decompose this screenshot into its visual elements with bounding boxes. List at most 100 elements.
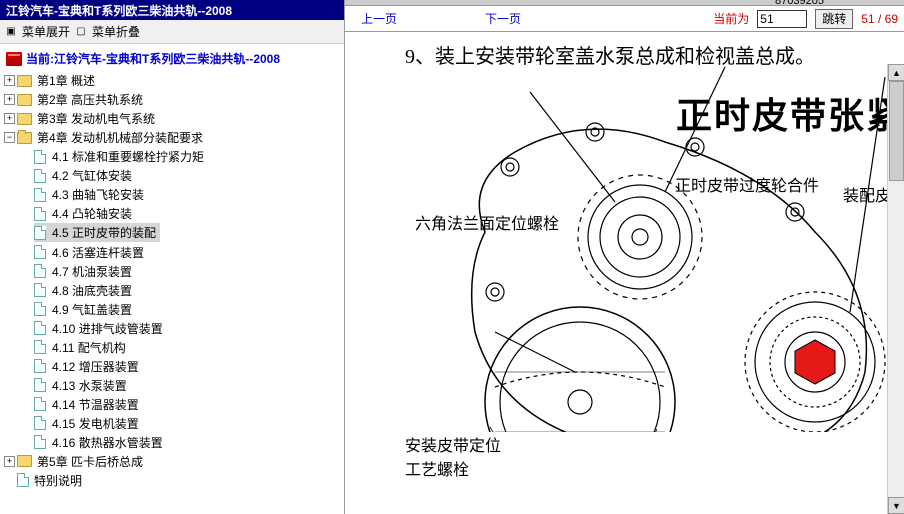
title-text: 江铃汽车-宝典和T系列欧三柴油共轨--2008: [6, 2, 232, 19]
page-icon: [34, 226, 46, 240]
tree-chapter[interactable]: + 第5章 匹卡后桥总成: [2, 452, 342, 471]
page-icon: [17, 473, 29, 487]
expand-all-icon[interactable]: ▣: [4, 25, 18, 39]
right-panel: 87039205 上一页 下一页 当前为 跳转 51 / 69 9、装上安装带轮…: [345, 0, 904, 514]
page-icon: [34, 321, 46, 335]
page-icon: [34, 283, 46, 297]
expand-icon[interactable]: +: [4, 456, 15, 467]
tree-label: 4.4 凸轮轴安装: [52, 205, 132, 222]
tree-label: 第2章 高压共轨系统: [37, 91, 143, 108]
tree-chapter[interactable]: − 第4章 发动机机械部分装配要求: [2, 128, 342, 147]
tree-label: 第4章 发动机机械部分装配要求: [37, 129, 203, 146]
tree-label: 4.13 水泵装置: [52, 377, 127, 394]
current-page-label: 当前为: [713, 10, 749, 27]
tree-label: 4.7 机油泵装置: [52, 263, 132, 280]
tree-section[interactable]: 4.12 增压器装置: [2, 357, 342, 376]
tree-label: 4.15 发电机装置: [52, 415, 139, 432]
tree-section[interactable]: 4.11 配气机构: [2, 338, 342, 357]
tree-section[interactable]: 4.7 机油泵装置: [2, 262, 342, 281]
book-icon: [6, 52, 22, 66]
scroll-down-icon[interactable]: ▼: [888, 497, 904, 514]
tree-section[interactable]: 4.9 气缸盖装置: [2, 300, 342, 319]
tree-chapter[interactable]: + 第1章 概述: [2, 71, 342, 90]
left-panel: 江铃汽车-宝典和T系列欧三柴油共轨--2008 ▣ 菜单展开 ▢ 菜单折叠 当前…: [0, 0, 345, 514]
folder-icon: [17, 132, 32, 144]
page-count: 51 / 69: [861, 12, 898, 26]
tree-label: 特别说明: [34, 472, 82, 489]
expand-icon[interactable]: +: [4, 113, 15, 124]
prev-page-link[interactable]: 上一页: [351, 10, 407, 27]
page-icon: [34, 207, 46, 221]
collapse-icon[interactable]: −: [4, 132, 15, 143]
jump-button[interactable]: 跳转: [815, 9, 853, 29]
page-icon: [34, 378, 46, 392]
page-icon: [34, 150, 46, 164]
tree-label: 4.3 曲轴飞轮安装: [52, 186, 144, 203]
tree-section[interactable]: 4.2 气缸体安装: [2, 166, 342, 185]
folder-icon: [17, 455, 32, 467]
mechanical-diagram: [345, 32, 904, 432]
menu-bar: ▣ 菜单展开 ▢ 菜单折叠: [0, 20, 344, 44]
expand-icon[interactable]: +: [4, 94, 15, 105]
tree-label: 第1章 概述: [37, 72, 95, 89]
page-icon: [34, 245, 46, 259]
tree-section[interactable]: 4.15 发电机装置: [2, 414, 342, 433]
nav-bar: 上一页 下一页 当前为 跳转 51 / 69: [345, 6, 904, 32]
tree-label: 4.8 油底壳装置: [52, 282, 132, 299]
tree-section[interactable]: 4.5 正时皮带的装配: [34, 223, 160, 242]
tree-label: 4.12 增压器装置: [52, 358, 139, 375]
hex-nut-icon: [795, 340, 835, 384]
tree-label: 4.14 节温器装置: [52, 396, 139, 413]
next-page-link[interactable]: 下一页: [475, 10, 531, 27]
content-scrollbar[interactable]: ▲ ▼: [887, 64, 904, 514]
tree-label: 4.11 配气机构: [52, 339, 126, 356]
tree-section[interactable]: 4.16 散热器水管装置: [2, 433, 342, 452]
title-bar: 江铃汽车-宝典和T系列欧三柴油共轨--2008: [0, 0, 344, 20]
collapse-all-icon[interactable]: ▢: [74, 25, 88, 39]
tree-label: 4.6 活塞连杆装置: [52, 244, 144, 261]
top-code: 87039205: [775, 0, 824, 7]
tree-chapter[interactable]: + 第3章 发动机电气系统: [2, 109, 342, 128]
tree-section[interactable]: 4.1 标准和重要螺栓拧紧力矩: [2, 147, 342, 166]
tree-section[interactable]: 4.4 凸轮轴安装: [2, 204, 342, 223]
scroll-thumb[interactable]: [889, 81, 904, 181]
label-procbolt-a: 安装皮带定位: [405, 432, 501, 456]
expand-icon[interactable]: +: [4, 75, 15, 86]
tree-section[interactable]: 4.13 水泵装置: [2, 376, 342, 395]
page-icon: [34, 169, 46, 183]
tree-section[interactable]: 4.6 活塞连杆装置: [2, 243, 342, 262]
page-icon: [34, 340, 46, 354]
page-icon: [34, 397, 46, 411]
tree-chapter[interactable]: + 第2章 高压共轨系统: [2, 90, 342, 109]
tree-section[interactable]: 4.8 油底壳装置: [2, 281, 342, 300]
tree-chapter[interactable]: 特别说明: [2, 471, 342, 490]
tree-label: 4.10 进排气歧管装置: [52, 320, 163, 337]
tree-section[interactable]: 4.10 进排气歧管装置: [2, 319, 342, 338]
tree-label: 4.16 散热器水管装置: [52, 434, 163, 451]
folder-icon: [17, 75, 32, 87]
tree-view: 当前:江铃汽车-宝典和T系列欧三柴油共轨--2008 + 第1章 概述 + 第2章 高…: [0, 44, 344, 514]
page-icon: [34, 188, 46, 202]
page-input[interactable]: [757, 10, 807, 28]
menu-expand[interactable]: 菜单展开: [22, 23, 70, 40]
tree-label: 4.1 标准和重要螺栓拧紧力矩: [52, 148, 204, 165]
tree-label: 第5章 匹卡后桥总成: [37, 453, 143, 470]
tree-section[interactable]: 4.14 节温器装置: [2, 395, 342, 414]
page-icon: [34, 416, 46, 430]
tree-label: 4.9 气缸盖装置: [52, 301, 132, 318]
tree-label: 4.5 正时皮带的装配: [52, 224, 156, 241]
tree-section[interactable]: 4.3 曲轴飞轮安装: [2, 185, 342, 204]
page-icon: [34, 359, 46, 373]
menu-collapse[interactable]: 菜单折叠: [92, 23, 140, 40]
tree-label: 4.2 气缸体安装: [52, 167, 132, 184]
page-icon: [34, 435, 46, 449]
folder-icon: [17, 94, 32, 106]
page-icon: [34, 264, 46, 278]
folder-icon: [17, 113, 32, 125]
tree-label: 第3章 发动机电气系统: [37, 110, 155, 127]
scroll-up-icon[interactable]: ▲: [888, 64, 904, 81]
current-node[interactable]: 当前:江铃汽车-宝典和T系列欧三柴油共轨--2008: [2, 48, 342, 71]
page-icon: [34, 302, 46, 316]
top-strip: 87039205: [345, 0, 904, 6]
content-area: 9、装上安装带轮室盖水泵总成和检视盖总成。 正时皮带张紧 正时皮带过度轮合件 装…: [345, 32, 904, 514]
